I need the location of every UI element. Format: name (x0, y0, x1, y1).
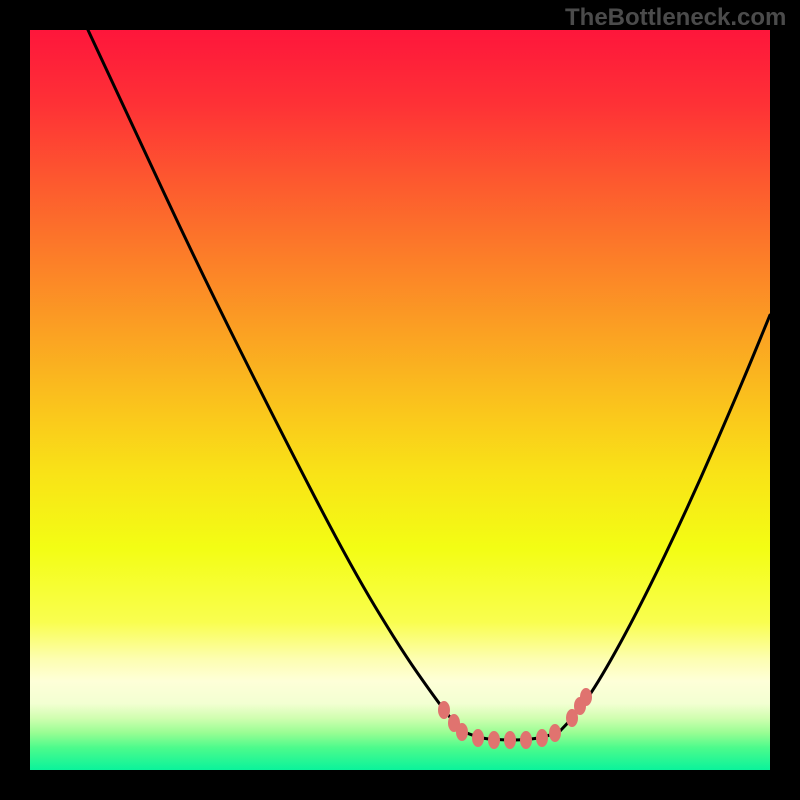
watermark-text: TheBottleneck.com (565, 4, 786, 32)
valley-marker (456, 723, 468, 741)
valley-marker (549, 724, 561, 742)
bottleneck-curve-chart (0, 0, 800, 800)
valley-marker (504, 731, 516, 749)
valley-marker (536, 729, 548, 747)
valley-marker (520, 731, 532, 749)
valley-marker (472, 729, 484, 747)
valley-marker (438, 701, 450, 719)
valley-marker (580, 688, 592, 706)
valley-marker (488, 731, 500, 749)
